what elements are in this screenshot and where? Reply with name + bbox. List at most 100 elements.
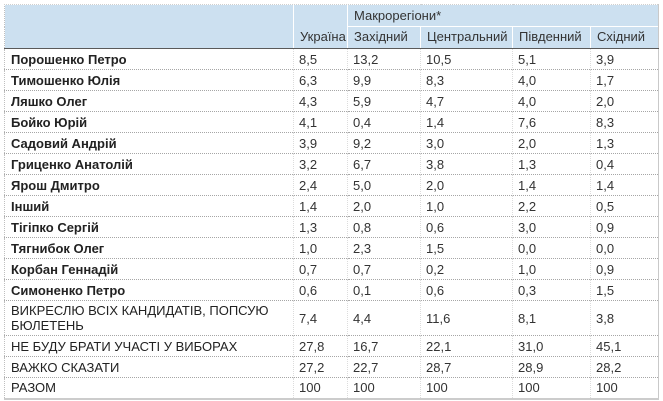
table-row: Тягнибок Олег 1,0 2,3 1,5 0,0 0,0 <box>4 237 659 259</box>
row-value: 3,8 <box>420 153 513 175</box>
row-value: 28,7 <box>420 356 513 378</box>
row-label: Симоненко Петро <box>11 282 126 298</box>
row-label: Садовий Андрій <box>11 135 117 151</box>
row-value: 4,7 <box>420 90 513 112</box>
row-value: 5,1 <box>512 48 591 70</box>
row-value: 0,7 <box>347 258 421 280</box>
table-header: Україна Макрорегіони* Західний Центральн… <box>4 4 659 49</box>
table-row: Інший 1,4 2,0 1,0 2,2 0,5 <box>4 195 659 217</box>
row-label: РАЗОМ <box>11 380 56 396</box>
row-label: Корбан Геннадій <box>11 261 119 277</box>
row-value: 1,3 <box>293 216 348 238</box>
table-row: РАЗОМ 100 100 100 100 100 <box>4 377 659 399</box>
row-value: 0,8 <box>347 216 421 238</box>
row-value: 1,4 <box>420 111 513 133</box>
row-value: 4,1 <box>293 111 348 133</box>
column-header-ukraine: Україна <box>293 4 348 49</box>
row-value: 2,3 <box>347 237 421 259</box>
row-value: 28,2 <box>590 356 659 378</box>
table-row: Ярош Дмитро 2,4 5,0 2,0 1,4 1,4 <box>4 174 659 196</box>
column-group-macroregions: Макрорегіони* <box>347 4 659 27</box>
row-value: 4,0 <box>512 90 591 112</box>
row-value: 0,1 <box>347 279 421 301</box>
row-label-header <box>4 4 294 49</box>
row-label: Тігіпко Сергій <box>11 219 99 235</box>
row-value: 2,0 <box>420 174 513 196</box>
table-row: Бойко Юрій 4,1 0,4 1,4 7,6 8,3 <box>4 111 659 133</box>
column-header-southern: Південний <box>512 26 591 49</box>
row-value: 1,0 <box>420 195 513 217</box>
table-row: ВИКРЕСЛЮ ВСІХ КАНДИДАТІВ, ПОПСУЮ БЮЛЕТЕН… <box>4 300 659 336</box>
row-value: 1,0 <box>293 237 348 259</box>
row-value: 1,3 <box>512 153 591 175</box>
row-label: Гриценко Анатолій <box>11 156 133 172</box>
row-label: ВИКРЕСЛЮ ВСІХ КАНДИДАТІВ, ПОПСУЮ БЮЛЕТЕН… <box>11 303 269 333</box>
row-value: 8,5 <box>293 48 348 70</box>
table-row: Гриценко Анатолій 3,2 6,7 3,8 1,3 0,4 <box>4 153 659 175</box>
table-body: Порошенко Петро 8,5 13,2 10,5 5,1 3,9 Ти… <box>4 48 659 399</box>
row-value: 0,0 <box>512 237 591 259</box>
row-value: 27,8 <box>293 335 348 357</box>
row-value: 0,6 <box>293 279 348 301</box>
row-value: 7,6 <box>512 111 591 133</box>
row-value: 9,2 <box>347 132 421 154</box>
table-row: Порошенко Петро 8,5 13,2 10,5 5,1 3,9 <box>4 48 659 70</box>
row-value: 100 <box>420 377 513 399</box>
row-value: 4,3 <box>293 90 348 112</box>
row-value: 1,5 <box>420 237 513 259</box>
row-value: 28,9 <box>512 356 591 378</box>
row-label: Тягнибок Олег <box>11 240 105 256</box>
row-value: 100 <box>293 377 348 399</box>
row-value: 2,4 <box>293 174 348 196</box>
row-value: 0,0 <box>590 237 659 259</box>
row-value: 1,4 <box>293 195 348 217</box>
table-row: НЕ БУДУ БРАТИ УЧАСТІ У ВИБОРАХ 27,8 16,7… <box>4 335 659 357</box>
row-value: 16,7 <box>347 335 421 357</box>
row-value: 7,4 <box>293 300 348 336</box>
column-header-eastern: Східний <box>590 26 659 49</box>
row-value: 100 <box>590 377 659 399</box>
row-value: 4,4 <box>347 300 421 336</box>
row-value: 3,8 <box>590 300 659 336</box>
row-value: 11,6 <box>420 300 513 336</box>
row-value: 1,4 <box>512 174 591 196</box>
row-value: 0,7 <box>293 258 348 280</box>
row-value: 5,0 <box>347 174 421 196</box>
row-value: 0,2 <box>420 258 513 280</box>
row-value: 13,2 <box>347 48 421 70</box>
row-value: 3,0 <box>420 132 513 154</box>
row-value: 1,7 <box>590 69 659 91</box>
row-value: 8,3 <box>420 69 513 91</box>
row-value: 0,9 <box>590 258 659 280</box>
row-value: 2,0 <box>347 195 421 217</box>
row-value: 0,9 <box>590 216 659 238</box>
row-value: 22,7 <box>347 356 421 378</box>
row-value: 22,1 <box>420 335 513 357</box>
table-row: ВАЖКО СКАЗАТИ 27,2 22,7 28,7 28,9 28,2 <box>4 356 659 378</box>
row-value: 4,0 <box>512 69 591 91</box>
table-row: Садовий Андрій 3,9 9,2 3,0 2,0 1,3 <box>4 132 659 154</box>
row-value: 45,1 <box>590 335 659 357</box>
table-row: Тігіпко Сергій 1,3 0,8 0,6 3,0 0,9 <box>4 216 659 238</box>
row-value: 2,0 <box>590 90 659 112</box>
row-value: 2,2 <box>512 195 591 217</box>
row-label: ВАЖКО СКАЗАТИ <box>11 359 120 375</box>
row-value: 3,2 <box>293 153 348 175</box>
row-value: 5,9 <box>347 90 421 112</box>
row-value: 1,5 <box>590 279 659 301</box>
row-label: Порошенко Петро <box>11 51 127 67</box>
row-value: 8,1 <box>512 300 591 336</box>
row-value: 1,0 <box>512 258 591 280</box>
row-label: Ляшко Олег <box>11 93 88 109</box>
row-value: 100 <box>347 377 421 399</box>
row-value: 3,9 <box>293 132 348 154</box>
row-value: 3,9 <box>590 48 659 70</box>
row-value: 9,9 <box>347 69 421 91</box>
row-value: 1,3 <box>590 132 659 154</box>
row-value: 6,3 <box>293 69 348 91</box>
row-value: 0,6 <box>420 216 513 238</box>
column-header-western: Західний <box>347 26 421 49</box>
row-value: 3,0 <box>512 216 591 238</box>
row-value: 8,3 <box>590 111 659 133</box>
